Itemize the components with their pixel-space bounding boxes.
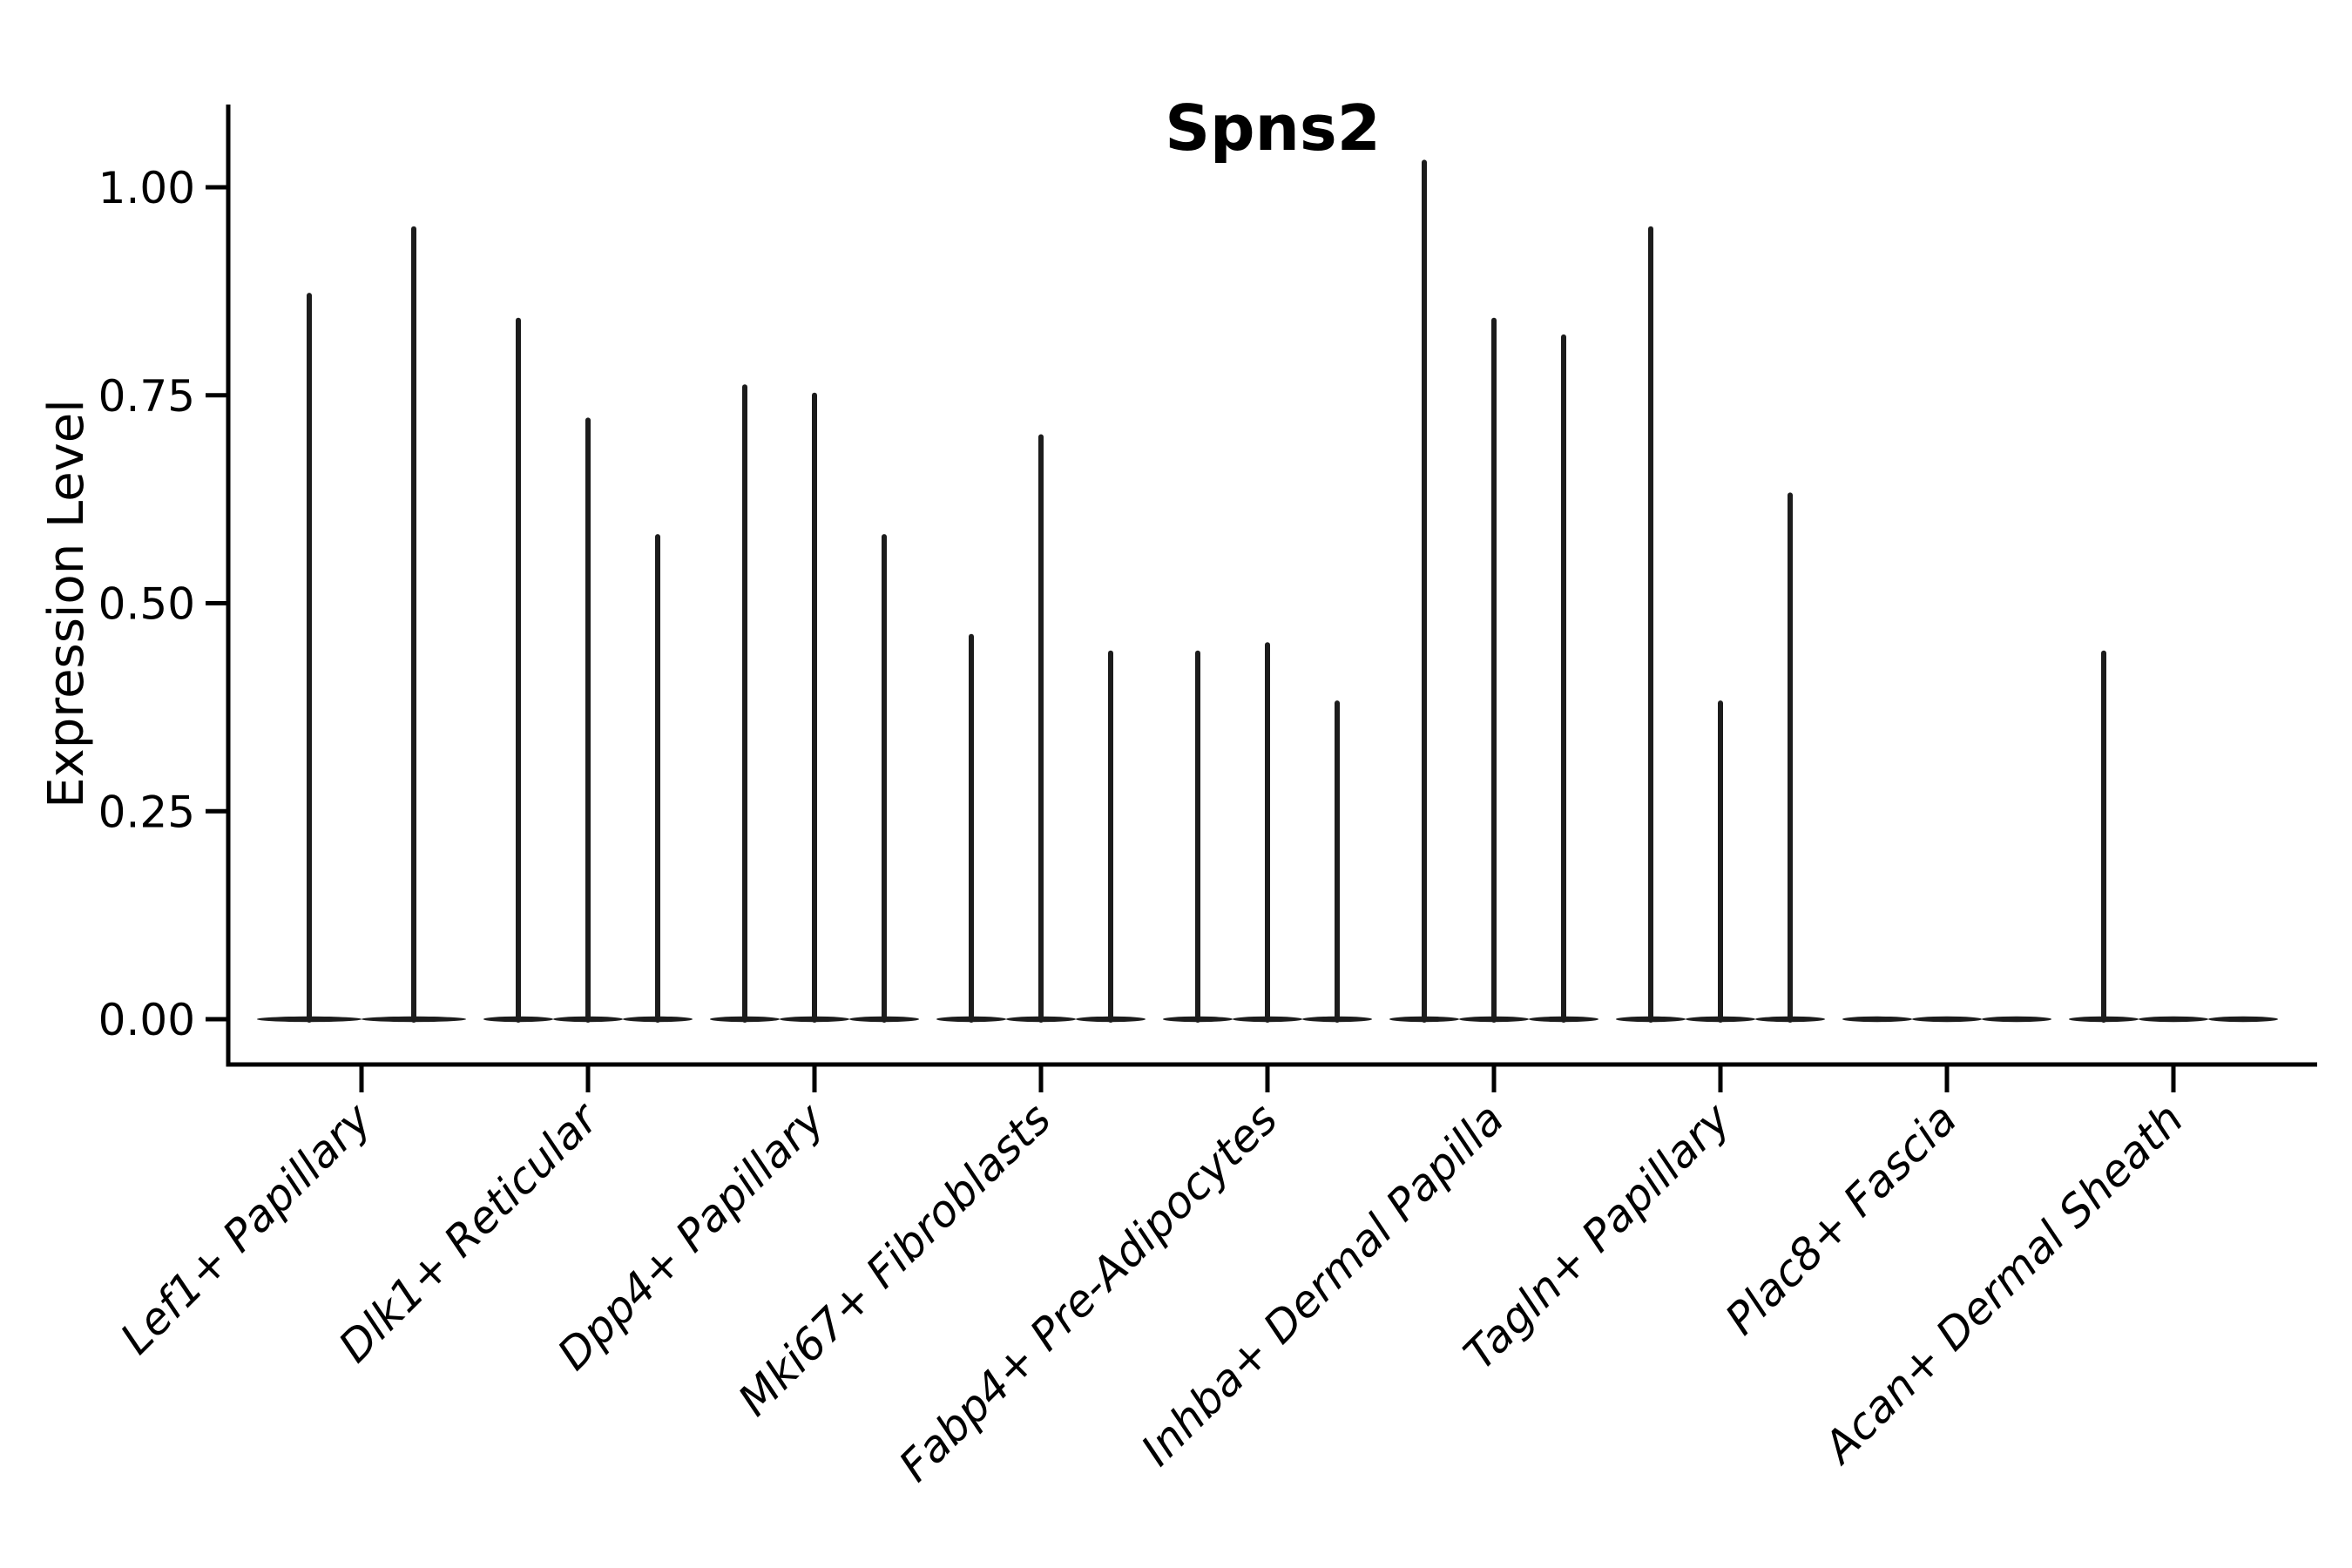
violins [257,159,2278,1023]
y-tick-label: 0.25 [98,787,195,837]
violin-baseline [2208,1016,2278,1023]
x-tick-label: Fabp4+ Pre-Adipocytes [889,1093,1288,1491]
violin-baseline [2139,1016,2208,1023]
violin-group [257,226,466,1023]
x-tick-label: Inhba+ Dermal Papilla [1132,1093,1513,1475]
y-tick-label: 0.00 [98,995,195,1045]
violin-baseline [1912,1016,1982,1023]
x-tick-label: Acan+ Dermal Sheath [1813,1093,2193,1474]
violin-group [1163,642,1372,1023]
violin-group [1389,159,1598,1023]
violin-group [1842,1016,2051,1023]
y-tick-label: 0.50 [98,579,195,630]
y-axis-label: Expression Level [38,399,95,808]
violin-group [1616,226,1825,1023]
y-tick-label: 0.75 [98,371,195,422]
violin-baseline [1842,1016,1912,1023]
violin-baseline [1982,1016,2051,1023]
violin-group [936,434,1146,1023]
y-tick-label: 1.00 [98,163,195,213]
violin-group [710,384,919,1023]
plot-title: Spns2 [1165,91,1381,165]
violin-group [483,317,693,1023]
x-tick-label: Plac8+ Fascia [1716,1093,1967,1344]
y-axis-ticks: 0.00 0.25 0.50 0.75 1.00 [98,163,228,1045]
violin-group [2069,650,2278,1023]
